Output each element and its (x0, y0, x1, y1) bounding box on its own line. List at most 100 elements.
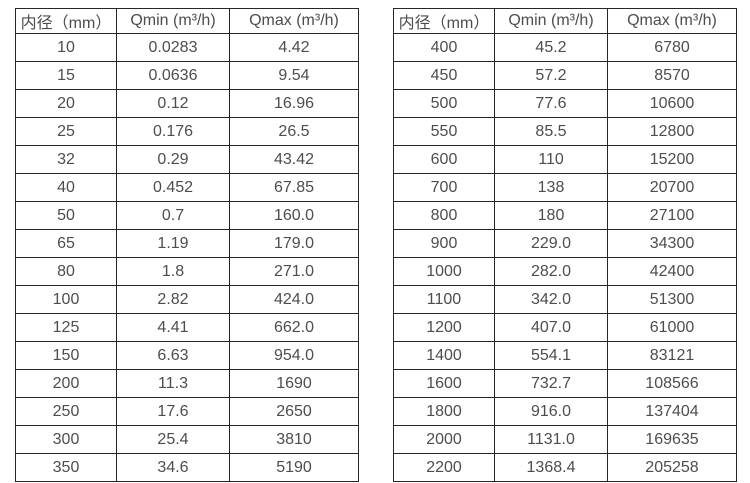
cell: 100 (15, 285, 117, 314)
cell: 0.176 (116, 117, 230, 146)
header-cell: Qmax (m³/h) (229, 8, 359, 34)
cell: 20 (15, 89, 117, 118)
table-row: 900 229.0 34300 (393, 229, 737, 258)
cell: 137404 (607, 397, 737, 426)
cell: 500 (393, 89, 495, 118)
cell: 282.0 (494, 257, 608, 286)
cell: 4.41 (116, 313, 230, 342)
cell: 65 (15, 229, 117, 258)
table-row: 1000 282.0 42400 (393, 257, 737, 286)
cell: 300 (15, 425, 117, 454)
cell: 205258 (607, 453, 737, 482)
cell: 900 (393, 229, 495, 258)
cell: 17.6 (116, 397, 230, 426)
table-row: 2200 1368.4 205258 (393, 453, 737, 482)
cell: 15 (15, 61, 117, 90)
cell: 45.2 (494, 33, 608, 62)
cell: 83121 (607, 341, 737, 370)
table-row: 150 6.63 954.0 (15, 341, 359, 370)
table-row: 32 0.29 43.42 (15, 145, 359, 174)
cell: 34.6 (116, 453, 230, 482)
cell: 0.452 (116, 173, 230, 202)
cell: 27100 (607, 201, 737, 230)
cell: 350 (15, 453, 117, 482)
cell: 5190 (229, 453, 359, 482)
cell: 2650 (229, 397, 359, 426)
cell: 25.4 (116, 425, 230, 454)
cell: 40 (15, 173, 117, 202)
cell: 180 (494, 201, 608, 230)
cell: 77.6 (494, 89, 608, 118)
cell: 1100 (393, 285, 495, 314)
cell: 50 (15, 201, 117, 230)
cell: 4.42 (229, 33, 359, 62)
table-row: 450 57.2 8570 (393, 61, 737, 90)
table-row: 25 0.176 26.5 (15, 117, 359, 146)
cell: 138 (494, 173, 608, 202)
header-cell: Qmax (m³/h) (607, 8, 737, 34)
cell: 51300 (607, 285, 737, 314)
cell: 3810 (229, 425, 359, 454)
cell: 954.0 (229, 341, 359, 370)
cell: 0.7 (116, 201, 230, 230)
table-row: 125 4.41 662.0 (15, 313, 359, 342)
cell: 0.29 (116, 145, 230, 174)
table-row: 350 34.6 5190 (15, 453, 359, 482)
cell: 20700 (607, 173, 737, 202)
cell: 1600 (393, 369, 495, 398)
cell: 1368.4 (494, 453, 608, 482)
cell: 10600 (607, 89, 737, 118)
cell: 271.0 (229, 257, 359, 286)
cell: 61000 (607, 313, 737, 342)
table-row: 15 0.0636 9.54 (15, 61, 359, 90)
table-row: 40 0.452 67.85 (15, 173, 359, 202)
cell: 110 (494, 145, 608, 174)
cell: 26.5 (229, 117, 359, 146)
table-row: 300 25.4 3810 (15, 425, 359, 454)
table-row: 20 0.12 16.96 (15, 89, 359, 118)
cell: 85.5 (494, 117, 608, 146)
cell: 554.1 (494, 341, 608, 370)
cell: 2.82 (116, 285, 230, 314)
cell: 12800 (607, 117, 737, 146)
cell: 1690 (229, 369, 359, 398)
cell: 34300 (607, 229, 737, 258)
cell: 800 (393, 201, 495, 230)
table-row: 1200 407.0 61000 (393, 313, 737, 342)
cell: 160.0 (229, 201, 359, 230)
table-row: 100 2.82 424.0 (15, 285, 359, 314)
cell: 1.8 (116, 257, 230, 286)
table-row: 250 17.6 2650 (15, 397, 359, 426)
cell: 169635 (607, 425, 737, 454)
cell: 16.96 (229, 89, 359, 118)
header-row: 内径（mm） Qmin (m³/h) Qmax (m³/h) (393, 8, 737, 34)
cell: 916.0 (494, 397, 608, 426)
cell: 0.0636 (116, 61, 230, 90)
cell: 229.0 (494, 229, 608, 258)
cell: 125 (15, 313, 117, 342)
cell: 57.2 (494, 61, 608, 90)
cell: 67.85 (229, 173, 359, 202)
header-cell: 内径（mm） (393, 8, 495, 34)
cell: 0.0283 (116, 33, 230, 62)
table-row: 80 1.8 271.0 (15, 257, 359, 286)
flow-table-small-diameters: 内径（mm） Qmin (m³/h) Qmax (m³/h) 10 0.0283 4.42… (15, 8, 359, 482)
table-row: 600 110 15200 (393, 145, 737, 174)
table-row: 800 180 27100 (393, 201, 737, 230)
cell: 700 (393, 173, 495, 202)
cell: 1400 (393, 341, 495, 370)
table-row: 1400 554.1 83121 (393, 341, 737, 370)
table-row: 2000 1131.0 169635 (393, 425, 737, 454)
cell: 250 (15, 397, 117, 426)
cell: 8570 (607, 61, 737, 90)
table-row: 65 1.19 179.0 (15, 229, 359, 258)
cell: 9.54 (229, 61, 359, 90)
cell: 1800 (393, 397, 495, 426)
cell: 43.42 (229, 145, 359, 174)
table-row: 1100 342.0 51300 (393, 285, 737, 314)
header-cell: Qmin (m³/h) (494, 8, 608, 34)
cell: 1200 (393, 313, 495, 342)
cell: 80 (15, 257, 117, 286)
cell: 150 (15, 341, 117, 370)
